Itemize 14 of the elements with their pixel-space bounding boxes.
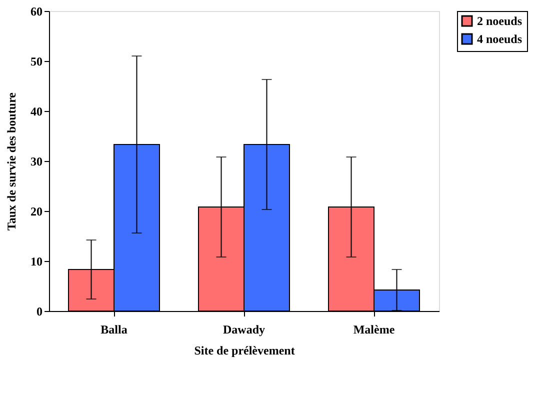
legend-label: 2 noeuds — [477, 14, 522, 28]
x-tick-label: Dawady — [222, 322, 266, 336]
y-tick-label: 50 — [30, 54, 42, 68]
y-axis-title: Taux de survie des bouture — [4, 92, 18, 231]
x-tick-label: Malème — [353, 322, 396, 336]
y-tick-label: 40 — [30, 104, 42, 118]
y-tick-label: 60 — [30, 4, 42, 18]
x-axis-title: Site de prélèvement — [194, 344, 295, 358]
y-tick-label: 0 — [36, 304, 42, 318]
y-tick-label: 20 — [30, 204, 42, 218]
y-tick-label: 10 — [30, 254, 42, 268]
x-tick-label: Balla — [100, 322, 128, 336]
legend-label: 4 noeuds — [477, 32, 522, 46]
y-tick-label: 30 — [30, 154, 42, 168]
